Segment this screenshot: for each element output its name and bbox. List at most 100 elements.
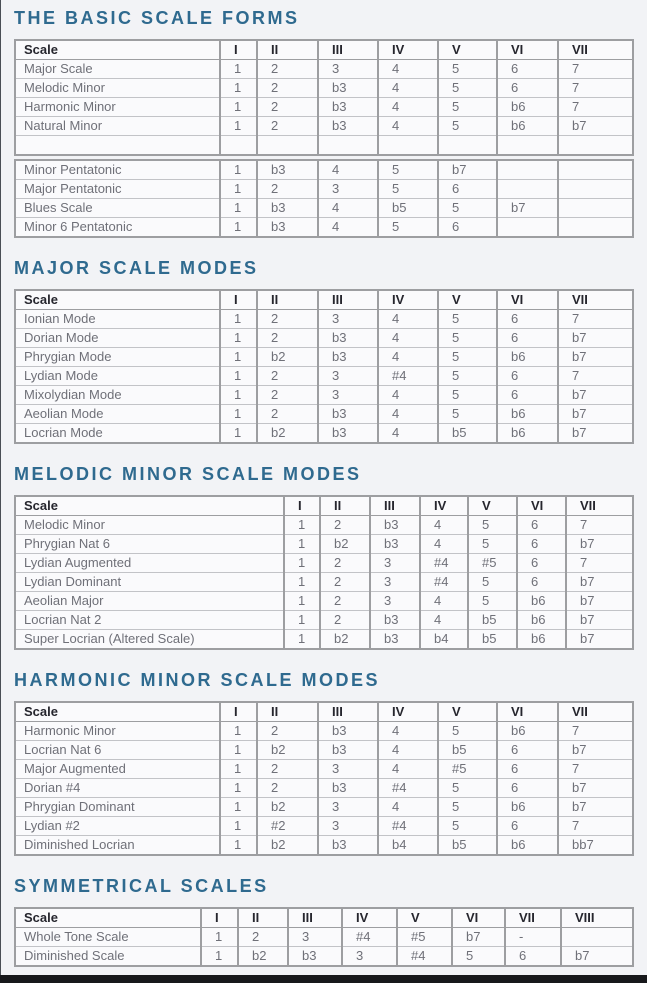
degree-cell: 6	[496, 366, 559, 386]
degree-cell: 2	[256, 179, 319, 199]
degree-cell: b7	[557, 116, 634, 136]
degree-cell: 1	[219, 179, 258, 199]
table-row: Natural Minor 1 2 b3 4 5 b6 b7	[15, 116, 634, 136]
degree-cell: 1	[219, 59, 258, 79]
degree-cell: 7	[557, 366, 634, 386]
scale-column-header: Scale	[15, 495, 285, 516]
table-row: Lydian #2 1 #2 3 #4 5 6 7	[15, 816, 634, 836]
degree-cell: b2	[319, 534, 371, 554]
degree-cell: 4	[317, 159, 379, 180]
scale-name-cell: Major Augmented	[15, 759, 221, 779]
scale-name-cell: Lydian Mode	[15, 366, 221, 386]
degree-cell: 1	[219, 721, 258, 741]
scale-table: Scale I II III IV V VI VII Harmonic Minor 1 2 b3 4 5 b…	[14, 701, 634, 856]
degree-cell	[557, 159, 634, 180]
degree-cell: 6	[437, 217, 498, 238]
degree-cell: 1	[219, 328, 258, 348]
degree-cell: b3	[369, 629, 421, 650]
degree-column-header: II	[256, 701, 319, 722]
degree-cell: b6	[516, 629, 567, 650]
degree-column-header: IV	[377, 701, 439, 722]
section-title-major-scale-modes: MAJOR SCALE MODES	[14, 258, 259, 278]
degree-cell	[496, 135, 559, 156]
degree-cell: b3	[369, 534, 421, 554]
degree-cell: 5	[467, 572, 518, 592]
degree-cell: 5	[437, 97, 498, 117]
degree-cell: b7	[557, 797, 634, 817]
degree-cell: 5	[437, 797, 498, 817]
degree-cell: 2	[256, 116, 319, 136]
degree-cell: 4	[377, 97, 439, 117]
table-row: Harmonic Minor 1 2 b3 4 5 b6 7	[15, 721, 634, 741]
degree-cell: 6	[516, 553, 567, 573]
degree-cell: 7	[557, 759, 634, 779]
section-symmetrical-scales: SYMMETRICAL SCALES Scale I II III IV V VI VII VII…	[0, 876, 647, 967]
degree-cell: 3	[369, 553, 421, 573]
scale-name-cell: Phrygian Dominant	[15, 797, 221, 817]
scale-name-cell: Ionian Mode	[15, 309, 221, 329]
degree-cell: b7	[557, 347, 634, 367]
scale-name-cell: Minor 6 Pentatonic	[15, 217, 221, 238]
degree-cell: b7	[557, 740, 634, 760]
degree-cell	[219, 135, 258, 156]
scale-name-cell: Locrian Nat 6	[15, 740, 221, 760]
degree-column-header: VII	[557, 289, 634, 310]
degree-cell: b3	[317, 721, 379, 741]
scale-name-cell: Melodic Minor	[15, 78, 221, 98]
degree-column-header: VI	[451, 907, 506, 928]
degree-cell: #5	[467, 553, 518, 573]
degree-cell: 4	[419, 515, 469, 535]
degree-cell: 1	[219, 778, 258, 798]
table-row: Phrygian Nat 6 1 b2 b3 4 5 6 b7	[15, 534, 634, 554]
degree-cell: b2	[256, 347, 319, 367]
degree-cell: 5	[437, 59, 498, 79]
degree-cell	[317, 135, 379, 156]
scale-name-cell: Major Scale	[15, 59, 221, 79]
scale-name-cell: Harmonic Minor	[15, 97, 221, 117]
scale-name-cell: Whole Tone Scale	[15, 927, 202, 947]
degree-cell: b7	[557, 385, 634, 405]
degree-cell: 1	[283, 591, 321, 611]
scale-name-cell: Aeolian Major	[15, 591, 285, 611]
scale-name-cell: Mixolydian Mode	[15, 385, 221, 405]
degree-cell: b3	[317, 778, 379, 798]
degree-cell: 3	[317, 759, 379, 779]
degree-column-header: V	[437, 39, 498, 60]
degree-cell: 5	[437, 309, 498, 329]
degree-cell: 5	[377, 159, 439, 180]
scale-column-header: Scale	[15, 39, 221, 60]
degree-cell: 4	[377, 740, 439, 760]
degree-cell: 7	[557, 97, 634, 117]
degree-cell: 3	[317, 59, 379, 79]
table-header-row: Scale I II III IV V VI VII VIII	[15, 907, 634, 928]
degree-cell: 6	[516, 515, 567, 535]
table-row	[15, 135, 634, 156]
degree-cell: #4	[396, 946, 453, 967]
degree-cell: b2	[256, 835, 319, 856]
table-row: Mixolydian Mode 1 2 3 4 5 6 b7	[15, 385, 634, 405]
degree-cell: 3	[369, 591, 421, 611]
degree-cell: 2	[256, 97, 319, 117]
degree-cell: 7	[557, 59, 634, 79]
table-row: Phrygian Mode 1 b2 b3 4 5 b6 b7	[15, 347, 634, 367]
degree-cell: b3	[317, 404, 379, 424]
degree-cell: b6	[496, 423, 559, 444]
degree-cell: b3	[256, 159, 319, 180]
degree-column-header: IV	[419, 495, 469, 516]
degree-cell: 5	[437, 404, 498, 424]
degree-cell: 5	[467, 591, 518, 611]
degree-cell: 4	[377, 309, 439, 329]
degree-cell: 3	[317, 385, 379, 405]
degree-cell	[496, 217, 559, 238]
degree-column-header: IV	[377, 39, 439, 60]
degree-cell	[256, 135, 319, 156]
degree-cell: b4	[419, 629, 469, 650]
degree-column-header: I	[219, 701, 258, 722]
degree-cell: 6	[496, 816, 559, 836]
degree-cell: 1	[219, 116, 258, 136]
degree-cell: b3	[256, 198, 319, 218]
scale-name-cell: Phrygian Mode	[15, 347, 221, 367]
degree-cell: b3	[317, 78, 379, 98]
degree-cell: bb7	[557, 835, 634, 856]
